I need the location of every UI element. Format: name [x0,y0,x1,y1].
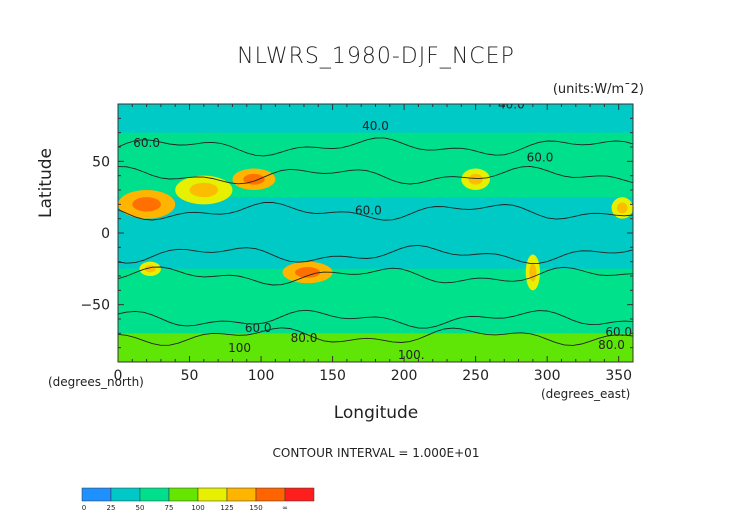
colorbar-swatch [226,487,257,502]
colorbar-swatch [284,487,315,502]
contour-label: 80.0 [598,338,625,352]
contour-line [118,201,633,221]
contour-label: 60.0 [527,150,554,164]
colorbar-swatch [139,487,170,502]
region-core-sahara [132,197,161,212]
colorbar-swatch [255,487,286,502]
x-axis-unit: (degrees_east) [541,387,631,401]
region-antarctic-coast [118,333,633,362]
x-tick-label: 0 [114,368,123,384]
colorbar-swatch [197,487,228,502]
colorbar-swatch [168,487,199,502]
region-tropical-ocean-band [118,197,633,269]
contour-label: 80.0 [291,331,318,345]
region-core-south-america-andes [529,263,537,282]
colorbar-swatch [110,487,141,502]
contour-line [118,244,633,264]
region-core-mexico [616,202,628,214]
y-tick-label: 50 [92,154,110,170]
colorbar-label: 75 [165,504,174,512]
x-tick-label: 150 [319,368,346,384]
chart-title: NLWRS_1980-DJF_NCEP [237,44,515,69]
region-core-tibet-asia [243,173,265,185]
y-axis-unit: (degrees_north) [48,375,144,389]
colorbar-label: 125 [220,504,233,512]
x-tick-label: 100 [248,368,275,384]
x-tick-label: 50 [181,368,199,384]
x-axis-label: Longitude [333,403,419,423]
x-tick-label: 250 [462,368,489,384]
contour-line [118,137,633,157]
contour-line [118,266,633,286]
colorbar-label: 0 [82,504,86,512]
contour-label: 60.0 [355,203,382,217]
contour-line [118,309,633,329]
colorbar-label: 50 [136,504,145,512]
contour-label: 60.0 [245,321,272,335]
contour-line [118,165,633,185]
contour-label: 40.0 [362,119,389,133]
colorbar-label: 100 [191,504,204,512]
contour-label: 60.0 [133,136,160,150]
x-tick-label: 350 [605,368,632,384]
x-tick-label: 200 [391,368,418,384]
contour-interval-text: CONTOUR INTERVAL = 1.000E+01 [272,446,480,460]
contour-label: 100. [398,348,425,362]
colorbar-swatch [81,487,112,502]
contour-line [118,327,633,346]
contour-label: 60.0 [605,325,632,339]
y-axis-label: Latitude [36,148,56,218]
y-tick-label: 0 [101,226,110,242]
colorbar-label: 150 [249,504,262,512]
colorbar-label: ∞ [282,504,288,512]
colorbar-label: 25 [107,504,116,512]
y-tick-label: −50 [80,298,110,314]
units-label: (units:W/m¯2) [552,82,644,97]
x-tick-label: 300 [534,368,561,384]
region-core-arabia-iran [189,182,219,198]
region-core-australia [295,267,321,278]
contour-label: 40.0 [498,97,525,111]
contour-label: 100 [228,341,251,355]
region-core-north-america-west [468,173,483,185]
